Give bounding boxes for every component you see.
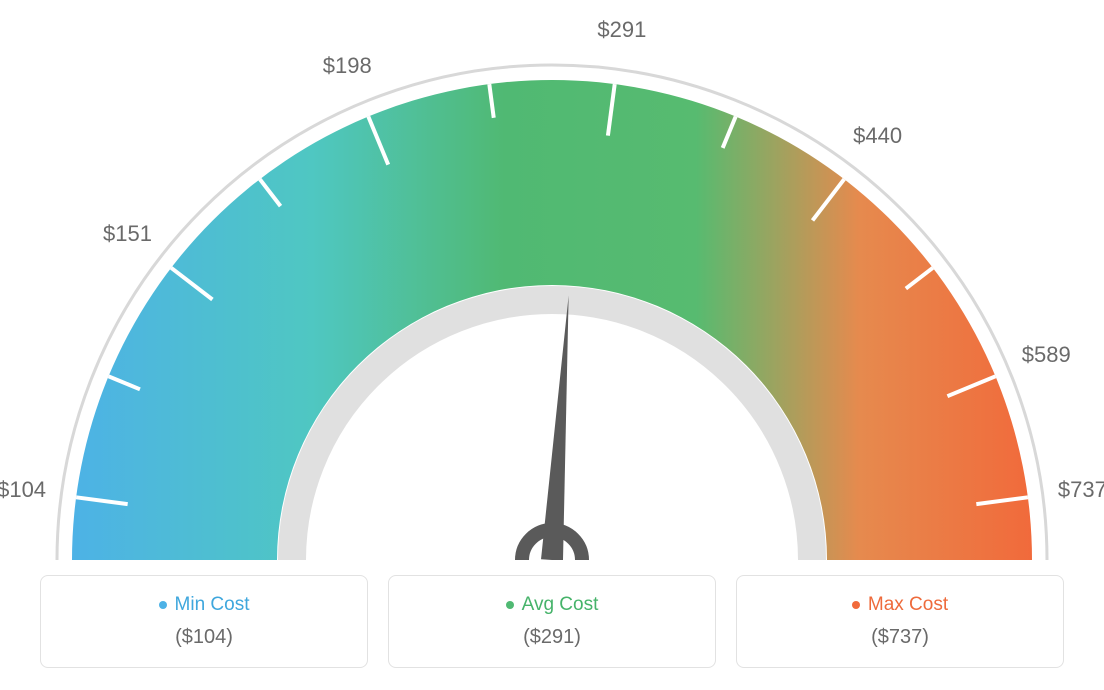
gauge-svg <box>0 0 1104 560</box>
legend-title-text: Max Cost <box>868 594 948 616</box>
gauge-tick-label: $291 <box>597 17 646 43</box>
legend-value: ($104) <box>51 626 357 649</box>
legend-dot-icon <box>852 601 860 609</box>
gauge-needle <box>541 296 569 560</box>
legend-dot-icon <box>159 601 167 609</box>
legend-box: Min Cost ($104) <box>40 575 368 668</box>
legend-row: Min Cost ($104) Avg Cost ($291) Max Cost ($73… <box>0 575 1104 668</box>
gauge-tick-label: $440 <box>853 123 902 149</box>
legend-value: ($291) <box>399 626 705 649</box>
gauge-tick-label: $198 <box>323 53 372 79</box>
legend-box: Avg Cost ($291) <box>388 575 716 668</box>
gauge-tick-label: $151 <box>103 221 152 247</box>
legend-title: Min Cost <box>159 594 250 616</box>
gauge-tick-label: $104 <box>0 477 46 503</box>
gauge-container: $104 $151 $198 $291 $440 $589 $737 <box>0 0 1104 560</box>
legend-title: Avg Cost <box>506 594 599 616</box>
legend-dot-icon <box>506 601 514 609</box>
gauge-tick-label: $589 <box>1022 342 1071 368</box>
gauge-tick-label: $737 <box>1058 477 1104 503</box>
legend-box: Max Cost ($737) <box>736 575 1064 668</box>
legend-title-text: Avg Cost <box>522 594 599 616</box>
legend-value: ($737) <box>747 626 1053 649</box>
legend-title-text: Min Cost <box>175 594 250 616</box>
legend-title: Max Cost <box>852 594 948 616</box>
